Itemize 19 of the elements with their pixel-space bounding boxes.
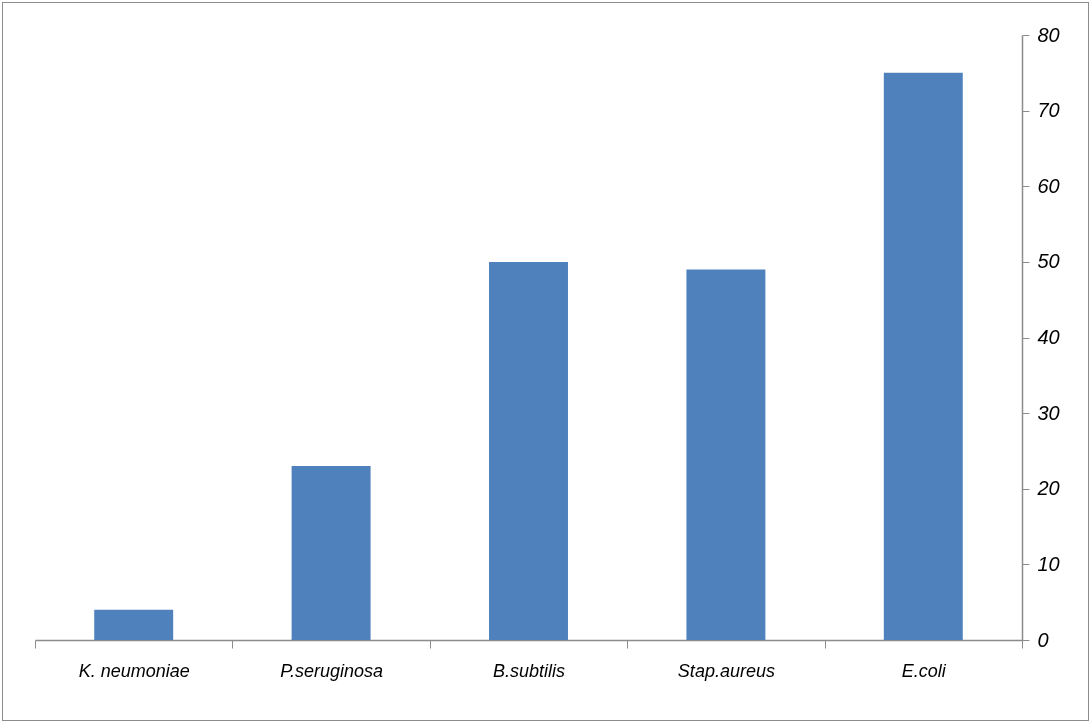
x-tick-label: P.seruginosa — [280, 660, 383, 681]
y-tick-label: 10 — [1037, 552, 1060, 575]
x-tick-label: E.coli — [901, 660, 947, 681]
bar — [883, 72, 963, 640]
x-tick-label: B.subtilis — [492, 660, 566, 681]
y-tick-label: 70 — [1037, 99, 1060, 122]
y-tick-label: 30 — [1037, 401, 1060, 424]
y-tick-label: 20 — [1036, 477, 1060, 500]
bar — [489, 261, 568, 640]
y-tick-label: 80 — [1037, 23, 1060, 46]
x-tick-label: Stap.aureus — [677, 660, 775, 681]
bar — [94, 609, 174, 640]
y-tick-label: 50 — [1037, 250, 1060, 273]
y-tick-label: 60 — [1037, 174, 1060, 197]
x-tick-label: K. neumoniae — [78, 660, 190, 681]
bar — [686, 269, 766, 640]
bar — [291, 466, 371, 640]
y-tick-label: 0 — [1037, 628, 1049, 651]
y-tick-label: 40 — [1037, 326, 1060, 348]
